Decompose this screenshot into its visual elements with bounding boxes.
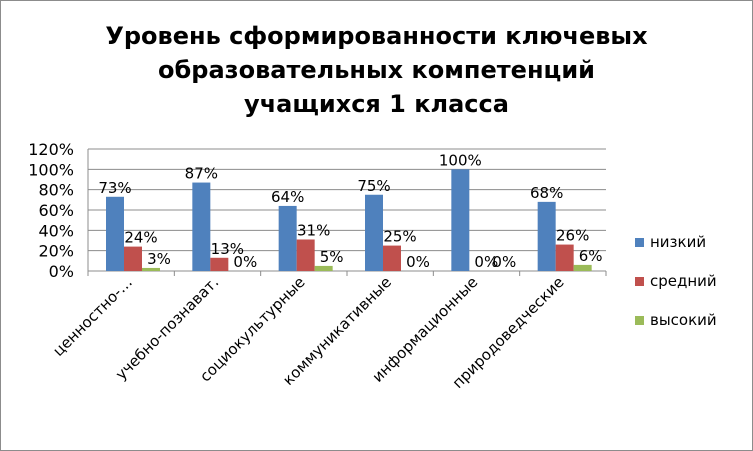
bar-средний — [555, 244, 574, 271]
data-label: 0% — [233, 253, 257, 271]
legend-label: средний — [650, 272, 717, 290]
bar-низкий — [451, 169, 470, 271]
bar-высокий — [314, 265, 333, 271]
bar-низкий — [537, 201, 556, 271]
data-label: 73% — [98, 179, 131, 197]
y-tick-label: 60% — [38, 201, 74, 220]
category-label: ценностно-… — [49, 273, 136, 360]
data-label: 0% — [474, 253, 498, 271]
data-label: 5% — [320, 248, 344, 266]
data-label: 6% — [579, 247, 603, 265]
data-label: 68% — [530, 184, 563, 202]
data-label: 75% — [357, 177, 390, 195]
y-tick-label: 120% — [28, 140, 74, 159]
data-label: 26% — [556, 227, 589, 245]
bar-низкий — [106, 196, 124, 271]
y-tick-label: 0% — [49, 262, 74, 281]
data-label: 0% — [406, 253, 430, 271]
legend-swatch-средний — [635, 277, 644, 286]
data-label: 25% — [383, 228, 416, 246]
data-label: 87% — [185, 165, 218, 183]
data-label: 100% — [439, 151, 482, 169]
bar-низкий — [192, 182, 211, 271]
bar-высокий — [573, 264, 592, 271]
legend-label: низкий — [650, 233, 706, 251]
data-label: 3% — [147, 250, 171, 268]
legend-swatch-высокий — [635, 316, 644, 325]
data-label: 64% — [271, 188, 304, 206]
y-tick-label: 100% — [28, 160, 74, 179]
legend-label: высокий — [650, 311, 717, 329]
bar-средний — [124, 246, 142, 271]
data-label: 0% — [492, 253, 516, 271]
data-label: 24% — [124, 229, 157, 247]
bar-средний — [210, 257, 229, 271]
bar-низкий — [278, 205, 297, 271]
bar-низкий — [365, 194, 383, 271]
legend-swatch-низкий — [635, 238, 644, 247]
y-tick-label: 80% — [38, 181, 74, 200]
y-tick-label: 40% — [38, 221, 74, 240]
data-label: 31% — [297, 221, 330, 239]
y-tick-label: 20% — [38, 242, 74, 261]
bar-средний — [383, 245, 401, 271]
chart-title: Уровень сформированности ключевых образо… — [105, 22, 648, 118]
bar-высокий — [142, 267, 160, 271]
bar-средний — [296, 239, 315, 271]
data-label: 13% — [211, 240, 244, 258]
